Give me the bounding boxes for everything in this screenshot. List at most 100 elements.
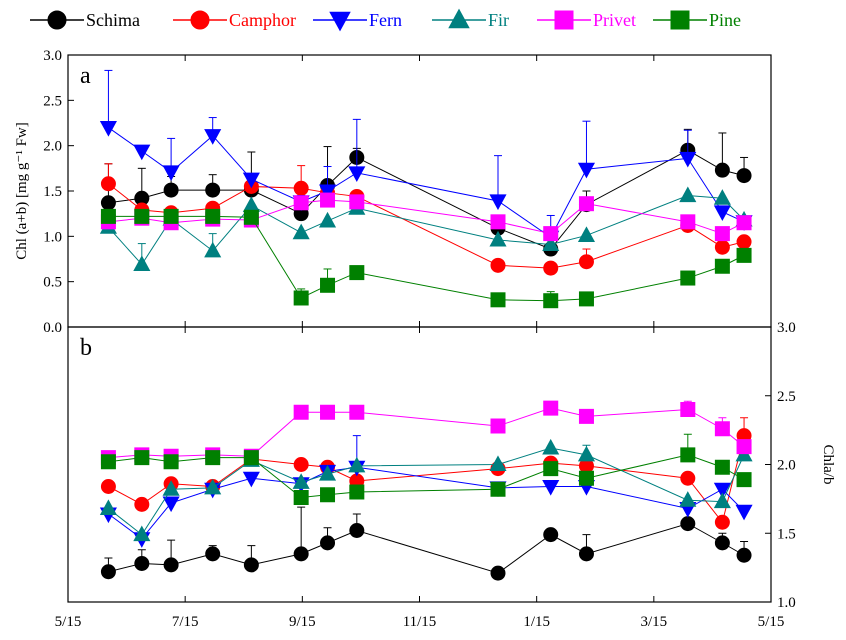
legend-label: Schima <box>86 10 140 30</box>
y-tick-label: 2.0 <box>777 458 796 474</box>
data-point <box>680 270 696 286</box>
data-point <box>242 471 260 488</box>
legend-marker <box>670 10 690 30</box>
data-point <box>736 168 752 184</box>
data-point <box>133 525 151 542</box>
data-point <box>100 564 116 580</box>
panel-label: a <box>80 63 91 89</box>
data-point <box>162 496 180 513</box>
data-point <box>163 557 179 573</box>
legend-marker <box>329 11 351 32</box>
y-tick-label: 2.5 <box>777 389 796 405</box>
data-point <box>99 120 117 137</box>
legend-label: Privet <box>593 10 636 30</box>
legend-label: Fir <box>488 10 509 30</box>
data-point <box>133 255 151 271</box>
data-point <box>134 496 150 512</box>
data-point <box>543 527 559 543</box>
data-point <box>490 214 506 230</box>
data-point <box>736 547 752 563</box>
series-fir <box>99 438 753 542</box>
data-point <box>349 194 365 210</box>
x-tick-label: 5/15 <box>758 614 785 630</box>
legend-item-fern: Fern <box>313 10 402 32</box>
legend-item-pine: Pine <box>653 10 741 30</box>
data-point <box>714 535 730 551</box>
series-line <box>108 127 745 238</box>
data-point <box>100 479 116 494</box>
legend-label: Pine <box>709 10 741 30</box>
data-point <box>205 208 221 224</box>
data-point <box>100 454 116 470</box>
y-axis-label: Chl (a+b) [mg g⁻¹ Fw] <box>14 122 30 260</box>
y-tick-label: 3.0 <box>777 320 796 336</box>
data-point <box>578 291 594 307</box>
data-point <box>679 151 697 168</box>
data-point <box>293 195 309 211</box>
data-point <box>134 450 150 466</box>
data-point <box>679 186 697 203</box>
data-point <box>100 195 116 211</box>
data-point <box>163 182 179 198</box>
x-axis: 5/15 7/15 9/15 11/15 1/15 3/15 5/15 <box>55 614 785 630</box>
data-point <box>713 205 731 221</box>
data-point <box>679 491 697 507</box>
series-line <box>108 183 745 269</box>
legend-item-fir: Fir <box>432 8 509 30</box>
data-point <box>714 459 730 475</box>
data-point <box>293 546 309 562</box>
y-tick-label: 0.5 <box>43 275 62 291</box>
data-point <box>680 470 696 486</box>
data-point <box>490 565 506 581</box>
data-point <box>163 208 179 224</box>
y-tick-label: 1.0 <box>43 229 62 245</box>
x-tick-label: 1/15 <box>523 614 550 630</box>
data-point <box>204 478 222 495</box>
data-point <box>320 487 336 503</box>
data-point <box>100 176 116 192</box>
data-point <box>736 439 752 455</box>
data-point <box>489 230 507 247</box>
x-tick-label: 3/15 <box>640 614 667 630</box>
data-point <box>714 514 730 530</box>
series-schima <box>100 506 752 581</box>
data-point <box>713 482 731 499</box>
legend-item-privet: Privet <box>537 10 636 30</box>
data-point <box>714 258 730 274</box>
data-point <box>204 241 222 258</box>
data-point <box>162 165 180 182</box>
data-point <box>490 257 506 273</box>
data-point <box>490 292 506 308</box>
data-point <box>318 184 337 201</box>
data-point <box>543 400 559 416</box>
data-point <box>578 254 594 270</box>
y-tick-label: 2.0 <box>43 139 62 155</box>
series-line <box>108 447 745 536</box>
data-point <box>489 455 507 472</box>
x-tick-label: 7/15 <box>172 614 199 630</box>
data-point <box>242 196 260 213</box>
data-point <box>162 480 180 496</box>
data-point <box>318 465 337 481</box>
data-point <box>320 277 336 293</box>
data-point <box>205 182 221 198</box>
data-point <box>577 445 596 462</box>
y-tick-label: 0.0 <box>43 320 62 336</box>
data-point <box>133 144 151 161</box>
data-point <box>736 234 752 250</box>
data-point <box>293 290 309 306</box>
series-camphor <box>100 417 752 530</box>
data-point <box>242 172 260 189</box>
series-line <box>108 407 745 459</box>
legend-item-camphor: Camphor <box>173 10 296 30</box>
data-point <box>714 162 730 178</box>
panel-b: b 1.0 1.5 2.0 2.5 3.0 Chla/b <box>67 320 836 611</box>
data-point <box>293 404 309 420</box>
data-point <box>349 265 365 281</box>
data-point <box>349 484 365 500</box>
data-point <box>736 247 752 263</box>
series-line <box>108 435 745 524</box>
data-point <box>542 479 560 496</box>
series-line <box>108 215 745 302</box>
